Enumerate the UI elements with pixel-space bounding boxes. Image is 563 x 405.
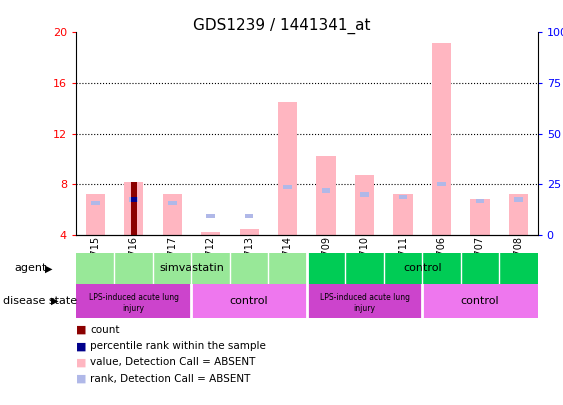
Bar	[360, 192, 369, 196]
Bar	[321, 188, 330, 193]
Bar	[307, 284, 422, 318]
Bar	[394, 194, 413, 235]
Text: injury: injury	[123, 304, 145, 313]
Text: control: control	[403, 263, 441, 273]
Text: ■: ■	[76, 325, 87, 335]
Text: ▶: ▶	[45, 263, 52, 273]
Text: ■: ■	[76, 358, 87, 367]
Text: count: count	[90, 325, 119, 335]
Text: simvastatin: simvastatin	[159, 263, 224, 273]
Bar	[206, 214, 215, 218]
Text: value, Detection Call = ABSENT: value, Detection Call = ABSENT	[90, 358, 256, 367]
Text: disease state: disease state	[3, 296, 77, 306]
Bar	[129, 197, 138, 202]
Bar	[86, 194, 105, 235]
Bar	[76, 284, 191, 318]
Text: LPS-induced acute lung: LPS-induced acute lung	[320, 292, 409, 302]
Bar	[124, 182, 144, 235]
Bar	[399, 195, 408, 199]
Bar	[239, 228, 259, 235]
Bar	[131, 182, 137, 235]
Bar	[283, 185, 292, 189]
Bar	[509, 194, 528, 235]
Bar	[91, 201, 100, 205]
Bar	[355, 175, 374, 235]
Bar	[307, 253, 538, 284]
Bar	[163, 194, 182, 235]
Text: percentile rank within the sample: percentile rank within the sample	[90, 341, 266, 351]
Text: ■: ■	[76, 341, 87, 351]
Bar	[201, 232, 220, 235]
Bar	[476, 198, 484, 203]
Bar	[437, 182, 446, 186]
Text: control: control	[461, 296, 499, 306]
Text: ▶: ▶	[51, 296, 58, 306]
Bar	[470, 200, 490, 235]
Bar	[432, 43, 451, 235]
Text: rank, Detection Call = ABSENT: rank, Detection Call = ABSENT	[90, 374, 251, 384]
Text: LPS-induced acute lung: LPS-induced acute lung	[89, 292, 178, 302]
Bar	[514, 197, 523, 202]
Bar	[245, 214, 253, 218]
Bar	[316, 156, 336, 235]
Text: GDS1239 / 1441341_at: GDS1239 / 1441341_at	[193, 18, 370, 34]
Text: ■: ■	[76, 374, 87, 384]
Bar	[168, 201, 177, 205]
Text: control: control	[230, 296, 269, 306]
Bar	[278, 102, 297, 235]
Text: injury: injury	[354, 304, 376, 313]
Bar	[131, 197, 137, 202]
Bar	[191, 284, 307, 318]
Bar	[76, 253, 307, 284]
Text: agent: agent	[14, 263, 47, 273]
Bar	[422, 284, 538, 318]
